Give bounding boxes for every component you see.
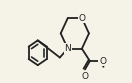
Text: O: O [81, 72, 88, 81]
Text: N: N [64, 44, 71, 53]
Text: O: O [99, 57, 106, 66]
Text: O: O [78, 14, 85, 23]
